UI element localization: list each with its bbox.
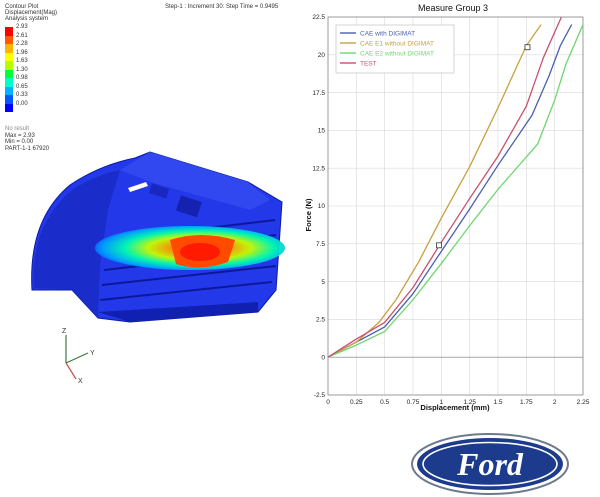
y-tick-label: 20 xyxy=(318,52,326,59)
legend-value: 1.96 xyxy=(16,49,28,56)
x-tick-label: 1.25 xyxy=(463,399,476,406)
legend-swatch xyxy=(5,61,13,70)
x-tick-labels: 0 0.25 0.5 0.75 1 1.25 1.5 1.75 2 2.25 xyxy=(326,399,590,406)
axis-triad: Z Y X xyxy=(62,328,95,385)
contour-title-line: Displacement(Mag) xyxy=(5,10,58,17)
chart-legend: CAE with DIGIMAT CAE E1 without DIGIMAT CA… xyxy=(335,24,455,74)
triad-z-label: Z xyxy=(62,328,67,335)
contour-plot-title: Contour Plot Displacement(Mag) Analysis … xyxy=(5,4,57,23)
model-feature xyxy=(148,183,170,199)
legend-value: 0.98 xyxy=(16,75,28,81)
hot-spot-core xyxy=(180,243,220,261)
y-tick-label: 7.5 xyxy=(316,241,325,248)
fea-model-render xyxy=(31,151,285,323)
legend-swatch xyxy=(5,44,13,53)
model-shade xyxy=(33,170,120,318)
max-value: Max = 2.93 xyxy=(5,132,35,139)
y-tick-label: 22.5 xyxy=(312,14,325,21)
legend-value: 0.33 xyxy=(16,92,28,98)
part-label: PART-1-1 67920 xyxy=(5,145,50,152)
legend-label-1: CAE E1 without DIGIMAT xyxy=(360,40,434,47)
legend-swatch xyxy=(5,86,13,95)
x-tick-label: 0.5 xyxy=(380,399,389,406)
contour-summary: No result Max = 2.93 Min = 0.00 PART-1-1… xyxy=(5,126,49,152)
x-tick-label: 1.75 xyxy=(520,399,533,406)
legend-swatch xyxy=(5,35,13,44)
model-notch xyxy=(128,182,148,192)
legend-swatch xyxy=(5,95,13,104)
x-tick-label: 2 xyxy=(553,399,557,406)
x-tick-label: 1.5 xyxy=(493,399,502,406)
triad-x-label: X xyxy=(78,378,83,385)
plot-area-frame xyxy=(327,16,584,396)
legend-value: 1.63 xyxy=(16,58,28,64)
model-feature xyxy=(176,195,202,218)
y-tick-label: 2.5 xyxy=(316,317,325,324)
y-tick-label: 5 xyxy=(321,279,325,286)
legend-label-0: CAE with DIGIMAT xyxy=(360,30,415,37)
contour-title-line: Analysis system xyxy=(5,16,49,23)
legend-label-3: TEST xyxy=(360,60,377,67)
ford-logo: Ford xyxy=(411,433,569,495)
x-tick-label: 2.25 xyxy=(577,399,590,406)
y-axis-label: Force (N) xyxy=(304,198,313,231)
triad-y-axis xyxy=(65,352,89,364)
model-top xyxy=(120,152,270,210)
series-lines xyxy=(327,16,584,358)
y-tick-label: 17.5 xyxy=(312,90,325,97)
y-tick-label: -2.5 xyxy=(314,392,326,399)
legend-swatch xyxy=(5,52,13,61)
legend-value: 2.93 xyxy=(16,24,28,30)
x-axis-label: Displacement (mm) xyxy=(420,403,490,412)
legend-swatch xyxy=(5,78,13,87)
legend-value: 0.00 xyxy=(16,100,28,107)
legend-value: 2.61 xyxy=(16,32,28,39)
y-tick-label: 15 xyxy=(318,128,326,135)
y-tick-label: 0 xyxy=(321,354,325,361)
legend-label-2: CAE E2 without DIGIMAT xyxy=(360,50,434,57)
y-tick-label: 10 xyxy=(318,203,326,210)
step-info: Step-1 : Increment 30: Step Time = 0.949… xyxy=(165,4,279,10)
x-tick-label: 0.25 xyxy=(350,399,363,406)
ford-logo-oval xyxy=(417,438,563,490)
series-line-2 xyxy=(327,24,584,358)
force-displacement-chart: Measure Group 3 0 0.25 0.5 0.75 1 1.25 1.5 1.75… xyxy=(304,3,590,412)
legend-value: 2.28 xyxy=(16,41,28,47)
chart-grid xyxy=(327,16,584,396)
ford-logo-ring xyxy=(422,441,558,487)
legend-value: 0.65 xyxy=(16,83,28,90)
data-marker-1 xyxy=(524,44,531,51)
contour-title-line: Contour Plot xyxy=(5,4,39,10)
series-line-1 xyxy=(327,24,542,358)
data-marker-0 xyxy=(436,242,442,249)
legend-swatch xyxy=(5,69,13,78)
x-tick-label: 1 xyxy=(440,399,444,406)
chart-title: Measure Group 3 xyxy=(418,3,488,13)
x-tick-label: 0 xyxy=(326,399,330,406)
min-value: Min = 0.00 xyxy=(5,139,34,146)
series-line-3 xyxy=(327,16,563,358)
legend-swatch xyxy=(5,103,13,112)
series-markers xyxy=(436,44,531,249)
series-line-0 xyxy=(327,24,573,358)
model-bottom xyxy=(98,302,258,322)
triad-x-axis xyxy=(65,362,77,380)
ford-logo-text: Ford xyxy=(456,446,524,482)
y-tick-label: 12.5 xyxy=(312,165,325,172)
no-result-label: No result xyxy=(5,126,30,132)
legend-value: 1.30 xyxy=(16,66,28,73)
y-tick-labels: -2.5 0 2.5 5 7.5 10 12.5 15 17.5 20 22.5 xyxy=(312,14,325,399)
legend-swatch xyxy=(5,27,13,36)
x-tick-label: 0.75 xyxy=(407,399,420,406)
triad-y-label: Y xyxy=(90,350,95,357)
